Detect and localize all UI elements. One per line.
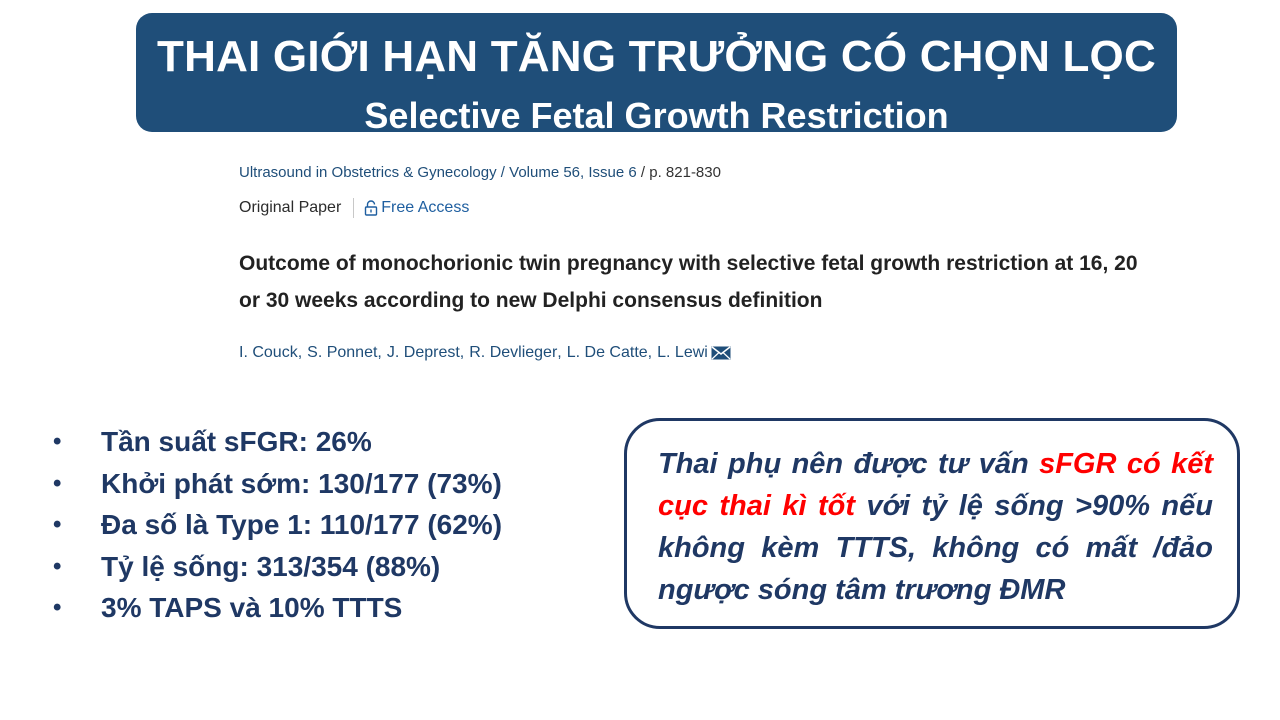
author-link[interactable]: L. De Catte — [566, 344, 648, 361]
slide-title-english: Selective Fetal Growth Restriction — [364, 95, 949, 136]
author-link[interactable]: I. Couck — [239, 344, 298, 361]
article-type-line: Original Paper Free Access — [239, 198, 469, 218]
slide-title-banner: THAI GIỚI HẠN TĂNG TRƯỞNG CÓ CHỌN LỌC Se… — [136, 13, 1177, 136]
bullet-marker: • — [53, 552, 62, 580]
bullet-marker: • — [53, 428, 62, 455]
author-separator: , — [377, 344, 382, 361]
free-access-label: Free Access — [381, 199, 470, 216]
author-link[interactable]: J. Deprest — [386, 344, 460, 361]
page-range: / p. 821-830 — [636, 164, 721, 181]
journal-separator: / — [496, 164, 510, 181]
bullet-marker: • — [53, 511, 62, 538]
list-item: • 3% TAPS và 10% TTTS — [50, 587, 502, 629]
author-separator: , — [647, 344, 653, 361]
paper-title: Outcome of monochorionic twin pregnancy … — [239, 252, 1138, 312]
author-separator: , — [459, 344, 465, 361]
lock-icon — [365, 200, 378, 216]
free-access-badge[interactable]: Free Access — [364, 199, 469, 217]
type-divider — [353, 198, 355, 218]
list-item: • Tần suất sFGR: 26% — [50, 421, 502, 463]
list-item-text: 3% TAPS và 10% TTTS — [101, 592, 403, 623]
list-item-text: Đa số là Type 1: 110/177 (62%) — [101, 509, 503, 540]
bullet-marker: • — [53, 594, 62, 621]
slide-title-vietnamese: THAI GIỚI HẠN TĂNG TRƯỞNG CÓ CHỌN LỌC — [157, 32, 1156, 81]
list-item: • Tỷ lệ sống: 313/354 (88%) — [50, 546, 502, 588]
key-findings-list: • Tần suất sFGR: 26% • Khởi phát sớm: 130/… — [50, 421, 502, 629]
journal-line: Ultrasound in Obstetrics & Gynecology / … — [239, 164, 721, 181]
counseling-note-box: Thai phụ nên được tư vấn sFGR có kết cục… — [624, 418, 1240, 629]
list-item: • Khởi phát sớm: 130/177 (73%) — [50, 463, 502, 505]
volume-issue-link[interactable]: Volume 56, Issue 6 — [509, 164, 637, 181]
note-text-part2: với tỷ lệ sống >90% nếu không kèm TTTS, … — [658, 490, 1213, 606]
bullet-marker: • — [53, 469, 62, 497]
note-highlight: sFGR có kết cục thai kì tốt — [658, 448, 1213, 522]
author-separator: , — [557, 344, 562, 361]
note-text-part1: Thai phụ nên được tư vấn — [658, 448, 1040, 480]
counseling-note-text: Thai phụ nên được tư vấn sFGR có kết cục… — [658, 443, 1213, 611]
author-separator: , — [297, 344, 303, 361]
list-item-text: Tần suất sFGR: 26% — [101, 426, 372, 457]
mail-icon[interactable] — [711, 346, 731, 360]
list-item-text: Khởi phát sớm: 130/177 (73%) — [101, 467, 502, 499]
author-link[interactable]: R. Devlieger — [469, 344, 558, 361]
author-link[interactable]: L. Lewi — [657, 344, 708, 361]
author-list: I. Couck, S. Ponnet, J. Deprest, R. Devl… — [239, 344, 731, 362]
article-type: Original Paper — [239, 199, 342, 216]
author-link[interactable]: S. Ponnet — [307, 344, 378, 361]
journal-name-link[interactable]: Ultrasound in Obstetrics & Gynecology — [239, 164, 497, 181]
list-item: • Đa số là Type 1: 110/177 (62%) — [50, 504, 502, 546]
list-item-text: Tỷ lệ sống: 313/354 (88%) — [101, 550, 441, 582]
